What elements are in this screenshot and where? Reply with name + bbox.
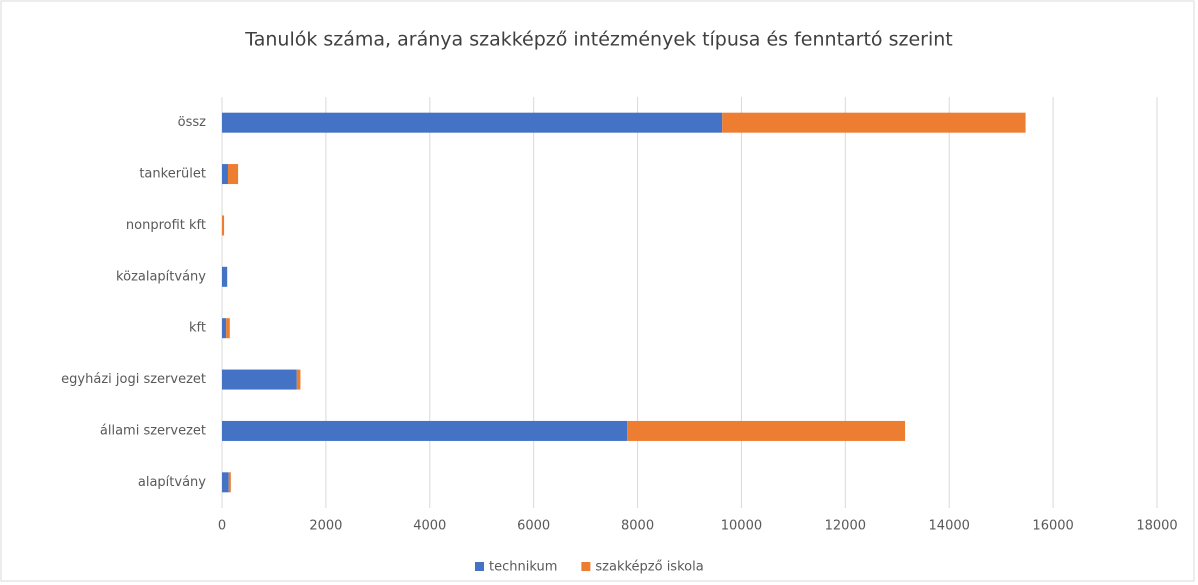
bar xyxy=(222,472,229,493)
bar xyxy=(222,112,723,133)
y-tick-label: alapítvány xyxy=(138,475,206,490)
bar xyxy=(222,164,228,185)
x-tick-label: 4000 xyxy=(413,519,446,534)
bar xyxy=(227,164,239,185)
legend-label: szakképző iskola xyxy=(595,560,703,575)
legend-swatch xyxy=(475,562,484,571)
x-tick-label: 6000 xyxy=(517,519,550,534)
bar xyxy=(222,420,628,441)
y-tick-label: tankerület xyxy=(139,167,206,182)
legend-swatch xyxy=(581,562,591,571)
x-tick-label: 0 xyxy=(218,519,226,534)
y-tick-label: össz xyxy=(178,115,206,130)
chart-title: Tanulók száma, aránya szakképző intézmén… xyxy=(244,29,953,51)
y-tick-label: nonprofit kft xyxy=(126,218,206,233)
x-tick-label: 14000 xyxy=(929,519,970,534)
x-tick-label: 12000 xyxy=(825,519,866,534)
bar xyxy=(222,266,228,287)
y-tick-label: közalapítvány xyxy=(116,269,206,284)
x-tick-label: 16000 xyxy=(1032,519,1073,534)
bar xyxy=(222,215,225,236)
x-tick-label: 10000 xyxy=(721,519,762,534)
x-tick-label: 18000 xyxy=(1136,519,1177,534)
y-tick-label: állami szervezet xyxy=(100,423,206,438)
bar xyxy=(222,318,227,339)
bar xyxy=(296,369,301,390)
y-tick-label: egyházi jogi szervezet xyxy=(61,372,206,387)
bar xyxy=(228,472,231,493)
x-tick-label: 2000 xyxy=(309,519,342,534)
legend-label: technikum xyxy=(489,560,557,575)
bar xyxy=(627,420,906,441)
x-tick-label: 8000 xyxy=(621,519,654,534)
bar xyxy=(222,369,297,390)
y-tick-label: kft xyxy=(189,321,206,336)
bar xyxy=(226,318,230,339)
bar xyxy=(722,112,1026,133)
